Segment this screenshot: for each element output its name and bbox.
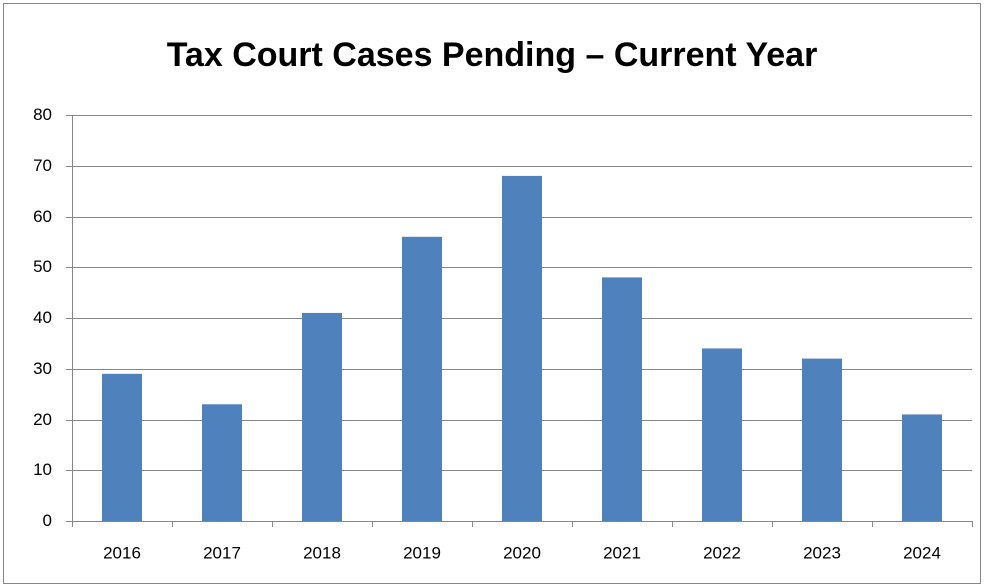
y-tick-label: 10 [33, 460, 52, 479]
bar [802, 358, 842, 521]
y-tick-label: 80 [33, 105, 52, 124]
x-tick-label: 2018 [303, 543, 341, 562]
bar [102, 373, 142, 521]
y-tick-label: 60 [33, 207, 52, 226]
chart-title: Tax Court Cases Pending – Current Year [167, 36, 818, 74]
bar [202, 404, 242, 521]
x-tick-label: 2021 [603, 543, 641, 562]
y-tick-label: 0 [43, 511, 52, 530]
x-tick-label: 2020 [503, 543, 541, 562]
x-tick-label: 2023 [803, 543, 841, 562]
x-tick-label: 2022 [703, 543, 741, 562]
bar [702, 348, 742, 521]
y-tick-label: 30 [33, 359, 52, 378]
y-tick-label: 70 [33, 156, 52, 175]
bar [602, 277, 642, 521]
bar [402, 236, 442, 522]
y-tick-label: 20 [33, 410, 52, 429]
bar [502, 175, 542, 521]
y-tick-label: 50 [33, 257, 52, 276]
x-tick-label: 2019 [403, 543, 441, 562]
bar [302, 312, 342, 521]
x-tick-label: 2017 [203, 543, 241, 562]
bar [902, 414, 942, 521]
x-tick-label: 2024 [903, 543, 941, 562]
x-tick-label: 2016 [103, 543, 141, 562]
y-tick-label: 40 [33, 308, 52, 327]
